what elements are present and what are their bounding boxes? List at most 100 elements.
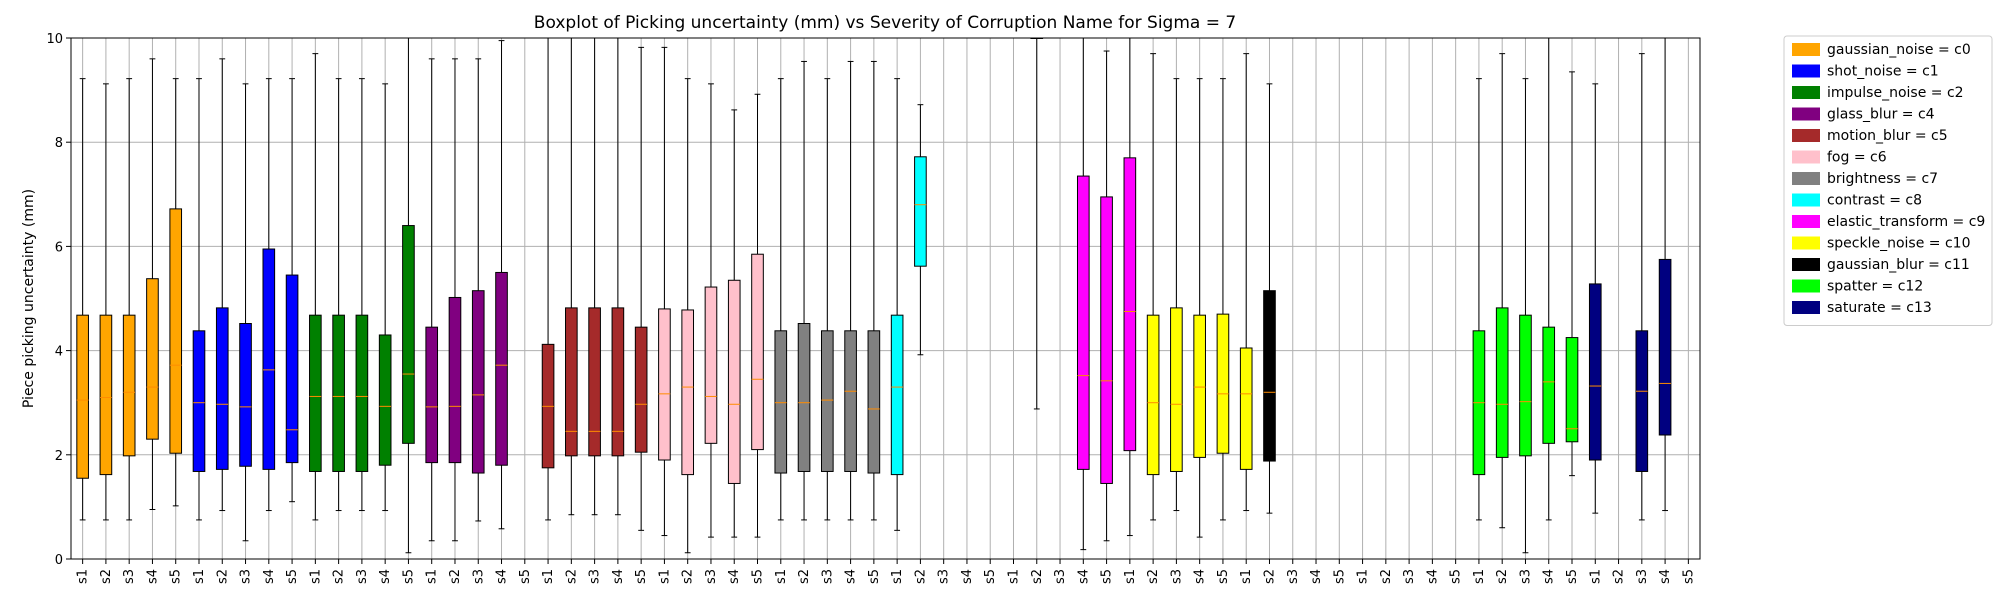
x-ticks: s1 s2 s3 s4 s5 s1 s2 s3 s4 s5 s1 s2 s3 s4 s5 s1 s2 s3 s4 s5…	[76, 559, 1696, 584]
x-tick-label: s5	[1449, 569, 1464, 584]
box-body	[1635, 330, 1649, 472]
box-35	[890, 78, 904, 531]
x-tick-label: s2	[448, 569, 463, 584]
box-60	[1472, 78, 1486, 521]
box-26	[681, 78, 695, 554]
box-body	[1193, 314, 1206, 458]
x-tick-label: s2	[1030, 569, 1045, 584]
x-tick-label: s5	[1681, 569, 1696, 584]
box-5	[192, 78, 206, 521]
box-body	[99, 314, 113, 476]
x-tick-label: s5	[1565, 569, 1580, 584]
y-tick-label: 8	[55, 136, 63, 151]
x-tick-label: s2	[215, 569, 230, 584]
x-tick-label: s3	[820, 569, 835, 584]
box-15	[425, 58, 439, 542]
box-31	[797, 60, 811, 521]
box-29	[751, 93, 764, 538]
box-1	[99, 83, 113, 521]
y-tick-label: 6	[55, 240, 63, 255]
x-tick-label: s2	[1379, 569, 1394, 584]
legend-label: glass_blur = c4	[1827, 107, 1935, 123]
x-tick-label: s1	[1123, 569, 1138, 584]
box-body	[332, 314, 345, 472]
x-tick-label: s1	[1006, 569, 1021, 584]
box-21	[565, 37, 578, 516]
x-tick-label: s1	[308, 569, 323, 584]
x-tick-label: s4	[611, 569, 626, 584]
x-tick-label: s3	[239, 569, 254, 584]
box-49	[1216, 78, 1230, 521]
x-tick-label: s2	[1612, 569, 1627, 584]
box-30	[774, 78, 788, 521]
box-body	[1519, 314, 1532, 457]
box-body	[1588, 283, 1602, 461]
x-tick-label: s3	[1286, 569, 1301, 584]
x-tick-label: s1	[1356, 569, 1371, 584]
box-0	[76, 78, 89, 521]
x-tick-label: s2	[1262, 569, 1277, 584]
x-tick-label: s4	[262, 569, 277, 584]
box-48	[1193, 78, 1206, 538]
x-tick-label: s3	[355, 569, 370, 584]
box-63	[1542, 37, 1556, 521]
box-65	[1588, 83, 1602, 514]
box-67	[1635, 53, 1649, 521]
box-50	[1239, 53, 1253, 512]
legend-label: impulse_noise = c2	[1827, 85, 1964, 101]
x-tick-label: s1	[774, 569, 789, 584]
box-body	[751, 253, 764, 451]
x-tick-label: s1	[1239, 569, 1254, 584]
box-body	[867, 330, 881, 474]
box-body	[495, 271, 508, 466]
box-3	[146, 58, 159, 511]
box-45	[1123, 37, 1137, 537]
box-68	[1658, 37, 1672, 512]
legend-swatch	[1792, 236, 1820, 250]
box-body	[285, 274, 299, 464]
box-44	[1100, 50, 1113, 542]
x-tick-label: s5	[169, 569, 184, 584]
x-tick-label: s3	[588, 569, 603, 584]
x-tick-label: s1	[76, 569, 91, 584]
box-body	[1170, 307, 1183, 472]
x-tick-label: s3	[704, 569, 719, 584]
x-tick-label: s4	[1309, 569, 1324, 584]
box-32	[821, 78, 834, 521]
x-tick-label: s3	[1518, 569, 1533, 584]
box-46	[1146, 53, 1160, 521]
box-62	[1519, 78, 1532, 554]
legend-label: speckle_noise = c10	[1827, 236, 1970, 252]
x-tick-label: s2	[99, 569, 114, 584]
box-33	[844, 60, 857, 521]
x-tick-label: s3	[122, 569, 137, 584]
x-tick-label: s4	[145, 569, 160, 584]
box-body	[1100, 196, 1113, 484]
x-tick-label: s5	[1332, 569, 1347, 584]
chart-title: Boxplot of Picking uncertainty (mm) vs S…	[534, 13, 1236, 33]
box-51	[1263, 83, 1276, 514]
x-tick-label: s5	[285, 569, 300, 584]
legend-label: motion_blur = c5	[1827, 128, 1948, 144]
box-body	[797, 323, 811, 472]
x-tick-label: s5	[983, 569, 998, 584]
box-body	[448, 296, 462, 464]
box-2	[122, 78, 136, 521]
box-body	[425, 326, 439, 464]
box-61	[1495, 53, 1509, 529]
box-body	[215, 307, 229, 470]
x-tick-label: s2	[1495, 569, 1510, 584]
legend-swatch	[1792, 301, 1820, 314]
box-body	[1146, 314, 1160, 476]
box-4	[169, 78, 183, 507]
legend-swatch	[1792, 86, 1820, 99]
box-body	[611, 307, 625, 457]
box-body	[774, 330, 788, 474]
x-tick-label: s3	[1635, 569, 1650, 584]
legend: gaussian_noise = c0 shot_noise = c1 impuls…	[1783, 35, 1993, 326]
x-tick-label: s4	[495, 569, 510, 584]
box-body	[1239, 347, 1253, 470]
x-tick-label: s5	[634, 569, 649, 584]
legend-label: fog = c6	[1827, 150, 1887, 166]
